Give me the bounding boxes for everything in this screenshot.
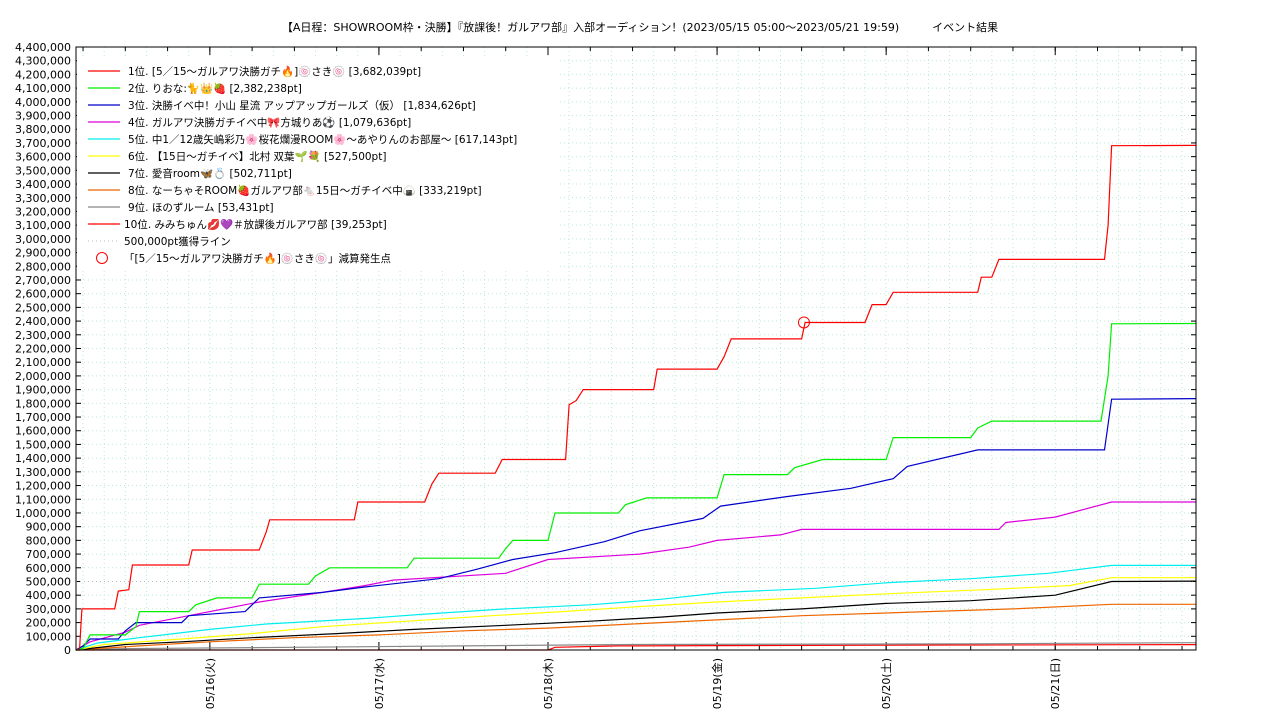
series-line-1 — [76, 144, 1197, 651]
y-tick-label: 3,700,000 — [15, 137, 71, 150]
y-tick-label: 4,300,000 — [15, 55, 71, 68]
y-tick-label: 2,300,000 — [15, 329, 71, 342]
y-tick-label: 4,400,000 — [15, 41, 71, 54]
y-tick-label: 2,800,000 — [15, 260, 71, 273]
y-tick-label: 300,000 — [26, 603, 72, 616]
legend-label-7: 7位. 愛音room🦋💍 [502,711pt] — [128, 167, 292, 180]
y-tick-label: 2,600,000 — [15, 288, 71, 301]
series-line-5 — [75, 564, 1196, 651]
y-tick-label: 800,000 — [26, 534, 72, 547]
y-tick-label: 3,400,000 — [15, 178, 71, 191]
y-tick-label: 3,800,000 — [15, 123, 71, 136]
y-tick-label: 1,400,000 — [15, 452, 71, 465]
y-tick-label: 2,200,000 — [15, 343, 71, 356]
legend-label-3: 3位. 決勝イベ中！小山 星流 アップアップガールズ（仮） [1,834,626… — [128, 99, 476, 112]
legend-label-6: 6位. 【15日〜ガチイベ】北村 双葉🌱💐 [527,500pt] — [128, 150, 386, 163]
y-tick-label: 700,000 — [26, 548, 72, 561]
y-tick-label: 2,500,000 — [15, 301, 71, 314]
series-line-6 — [75, 577, 1196, 651]
legend-label-8: 8位. なーちゃそROOM🍓ガルアワ部🐁15日〜ガチイベ中🍙 [333,219p… — [128, 184, 482, 197]
series-line-2 — [75, 322, 1197, 651]
y-tick-label: 3,900,000 — [15, 110, 71, 123]
y-tick-label: 600,000 — [26, 562, 72, 575]
y-tick-label: 1,000,000 — [15, 507, 71, 520]
y-tick-label: 3,100,000 — [15, 219, 71, 232]
x-tick-label: 05/18(木) — [542, 658, 555, 709]
y-tick-label: 4,200,000 — [15, 68, 71, 81]
deduction-marker — [797, 316, 810, 329]
y-tick-label: 2,000,000 — [15, 370, 71, 383]
y-tick-label: 500,000 — [26, 575, 72, 588]
legend-label-marker: 「[5／15〜ガルアワ決勝ガチ🔥]🍥さき🍥」減算発生点 — [124, 252, 391, 265]
y-tick-label: 4,100,000 — [15, 82, 71, 95]
legend: 1位. [5／15〜ガルアワ決勝ガチ🔥]🍥さき🍥 [3,682,039pt] 2位… — [88, 65, 517, 265]
y-tick-label: 1,900,000 — [15, 384, 71, 397]
y-tick-label: 3,600,000 — [15, 151, 71, 164]
y-tick-label: 2,700,000 — [15, 274, 71, 287]
y-tick-label: 1,800,000 — [15, 397, 71, 410]
y-tick-label: 900,000 — [26, 521, 72, 534]
series-line-3 — [75, 398, 1197, 651]
y-tick-label: 2,400,000 — [15, 315, 71, 328]
y-tick-label: 1,300,000 — [15, 466, 71, 479]
legend-label-4: 4位. ガルアワ決勝ガチイベ中🎀方城りあ⚽ [1,079,636pt] — [128, 116, 411, 129]
series-line-8 — [75, 603, 1196, 651]
legend-box — [77, 57, 557, 270]
legend-label-1: 1位. [5／15〜ガルアワ決勝ガチ🔥]🍥さき🍥 [3,682,039pt] — [128, 65, 421, 78]
x-tick-label: 05/21(日) — [1049, 658, 1062, 709]
y-tick-label: 1,100,000 — [15, 493, 71, 506]
plot-frame — [75, 46, 1197, 651]
legend-label-2: 2位. りおな:🐈👑🍓 [2,382,238pt] — [128, 82, 302, 95]
y-tick-label: 400,000 — [26, 589, 72, 602]
y-tick-label: 2,900,000 — [15, 247, 71, 260]
y-tick-label: 3,200,000 — [15, 205, 71, 218]
y-tick-label: 3,300,000 — [15, 192, 71, 205]
x-tick-label: 05/16(火) — [204, 658, 217, 709]
y-tick-label: 200,000 — [26, 617, 72, 630]
x-tick-label: 05/20(土) — [880, 658, 893, 709]
legend-swatch-marker — [96, 252, 108, 264]
series-line-4 — [75, 501, 1196, 651]
x-tick-label: 05/17(水) — [373, 658, 386, 709]
y-tick-label: 1,200,000 — [15, 480, 71, 493]
y-tick-label: 1,700,000 — [15, 411, 71, 424]
y-tick-label: 2,100,000 — [15, 356, 71, 369]
y-tick-label: 1,500,000 — [15, 438, 71, 451]
legend-label-reference: 500,000pt獲得ライン — [124, 235, 231, 248]
y-tick-label: 100,000 — [26, 630, 72, 643]
y-tick-label: 1,600,000 — [15, 425, 71, 438]
y-tick-label: 3,500,000 — [15, 164, 71, 177]
legend-label-9: 9位. ほのずルーム [53,431pt] — [128, 201, 274, 214]
series-line-7 — [75, 580, 1197, 651]
y-tick-label: 3,000,000 — [15, 233, 71, 246]
y-tick-label: 4,000,000 — [15, 96, 71, 109]
legend-label-5: 5位. 中1／12歳矢嶋彩乃🌸桜花爛漫ROOM🌸〜あやりんのお部屋〜 [617,… — [128, 133, 517, 146]
series-line-9 — [75, 642, 1197, 651]
y-tick-label: 0 — [64, 644, 71, 657]
chart-title: 【A日程：SHOWROOM枠・決勝】『放課後！ガルアワ部』入部オーディション！(… — [281, 21, 999, 34]
x-tick-label: 05/19(金) — [710, 658, 724, 709]
legend-label-10: 10位. みみちゅん💋💜＃放課後ガルアワ部 [39,253pt] — [124, 218, 387, 231]
